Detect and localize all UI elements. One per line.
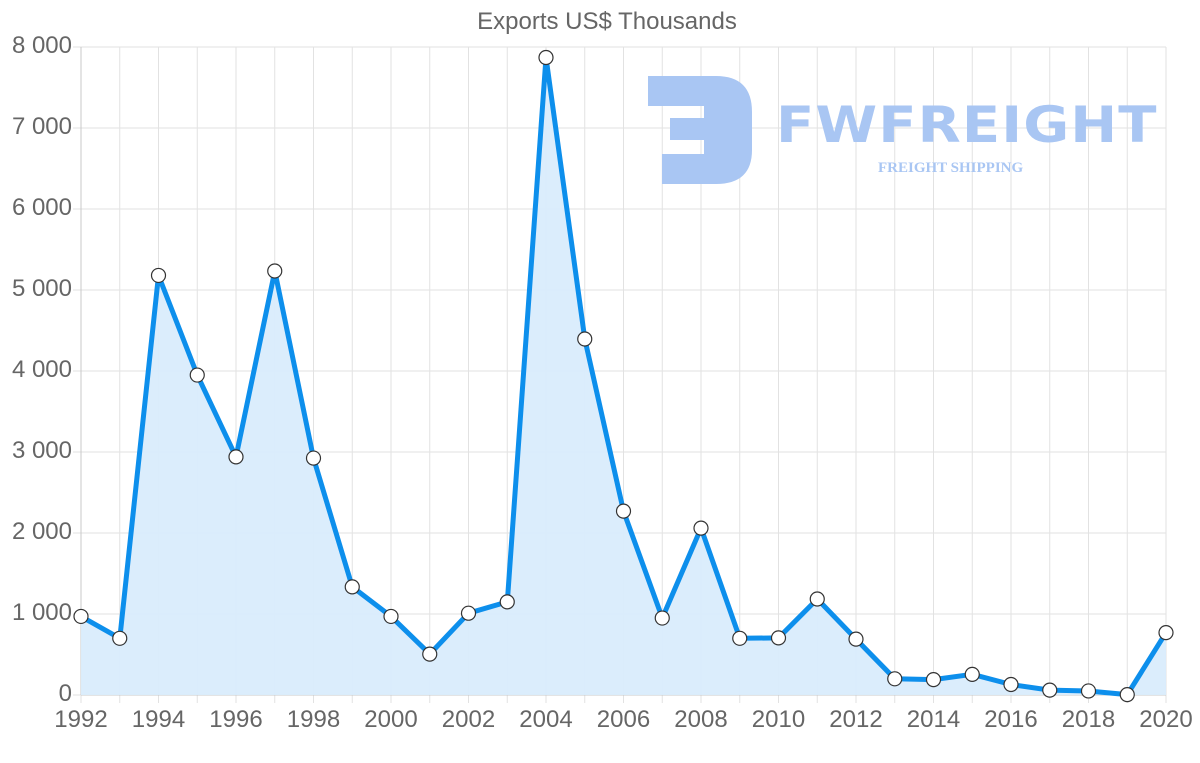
x-tick-label: 2000 [364, 706, 418, 733]
x-tick-label: 2006 [596, 706, 651, 733]
data-point-1993[interactable] [112, 630, 128, 646]
data-point-1995[interactable] [189, 367, 205, 383]
y-tick-label: 4 000 [11, 356, 72, 383]
data-point-2017[interactable] [1042, 682, 1058, 698]
data-point-2006[interactable] [615, 503, 632, 519]
data-point-2009[interactable] [732, 630, 748, 646]
x-tick-label: 2008 [674, 706, 728, 733]
x-tick-label: 2020 [1139, 706, 1193, 733]
data-point-2007[interactable] [654, 610, 670, 626]
y-tick-label: 5 000 [11, 275, 72, 302]
x-tick-label: 2004 [519, 706, 573, 733]
y-tick-label: 6 000 [11, 194, 72, 221]
y-tick-label: 7 000 [11, 113, 72, 140]
data-point-1996[interactable] [228, 449, 244, 465]
x-tick-label: 2002 [441, 706, 496, 733]
data-point-2000[interactable] [383, 608, 399, 625]
data-point-1997[interactable] [267, 263, 283, 279]
data-point-2004[interactable] [538, 49, 554, 66]
data-point-2008[interactable] [693, 520, 709, 536]
x-tick-label: 2012 [829, 706, 883, 733]
data-point-2014[interactable] [925, 672, 942, 688]
data-points [73, 49, 1174, 703]
x-tick-label: 1998 [286, 706, 341, 733]
fwfreight-logo-icon [648, 76, 752, 184]
watermark-brand: FWFREIGHT [776, 96, 1158, 154]
data-point-2018[interactable] [1080, 683, 1097, 699]
data-point-1998[interactable] [305, 450, 322, 466]
x-tick-label: 2014 [906, 706, 961, 733]
y-tick-label: 8 000 [11, 32, 72, 59]
data-point-2002[interactable] [460, 605, 477, 621]
data-point-1994[interactable] [150, 267, 167, 284]
data-point-2013[interactable] [887, 671, 903, 687]
x-tick-label: 1992 [54, 706, 108, 733]
x-tick-label: 1996 [209, 706, 263, 733]
watermark-tagline: FREIGHT SHIPPING [878, 160, 1024, 176]
data-point-1999[interactable] [344, 579, 360, 595]
data-point-1992[interactable] [73, 608, 89, 625]
x-tick-label: 2016 [984, 706, 1038, 733]
area-fill [81, 57, 1166, 695]
x-tick-label: 2018 [1061, 706, 1116, 733]
data-point-2005[interactable] [577, 331, 593, 347]
data-point-2001[interactable] [422, 646, 438, 662]
data-point-2003[interactable] [499, 594, 515, 610]
y-tick-label: 0 [58, 680, 72, 707]
x-tick-label: 1994 [131, 706, 186, 733]
y-tick-label: 3 000 [11, 437, 72, 464]
watermark-logo: FWFREIGHT FREIGHT SHIPPING [646, 74, 1156, 186]
data-point-2011[interactable] [809, 591, 825, 607]
y-tick-label: 2 000 [11, 518, 72, 545]
data-point-2016[interactable] [1003, 676, 1019, 693]
y-tick-label: 1 000 [11, 599, 72, 626]
data-point-2010[interactable] [770, 630, 787, 646]
chart-title: Exports US$ Thousands [477, 8, 737, 35]
data-point-2020[interactable] [1158, 625, 1174, 641]
data-point-2012[interactable] [848, 631, 864, 647]
data-point-2015[interactable] [964, 666, 980, 682]
x-tick-label: 2010 [751, 706, 806, 733]
data-point-2019[interactable] [1119, 686, 1135, 703]
